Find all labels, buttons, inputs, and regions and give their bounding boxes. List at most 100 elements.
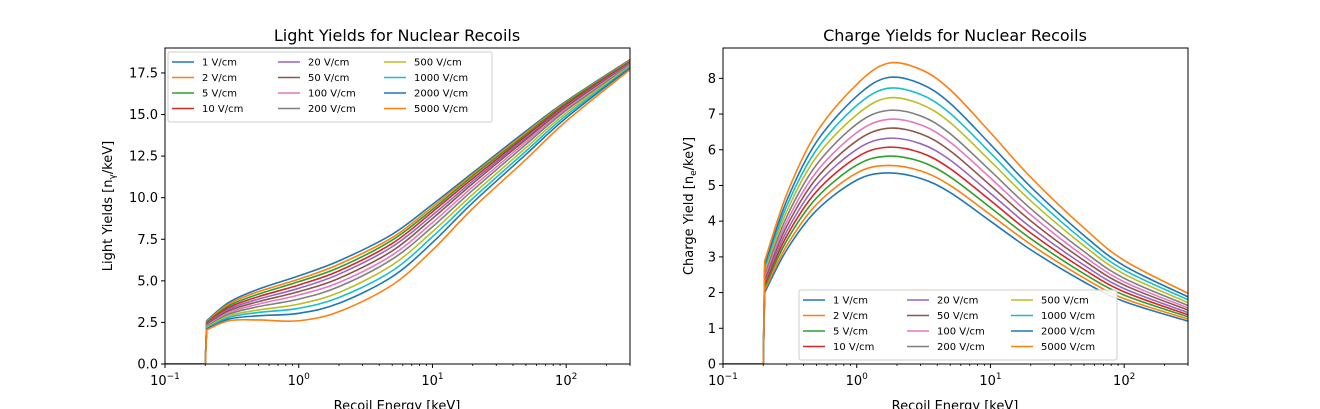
x-axis-label: Recoil Energy [keV] (334, 399, 461, 409)
legend-entry: 10 V/cm (172, 104, 243, 115)
x-tick-exponent: 0 (862, 372, 868, 382)
y-axis-label-main: Light Yields [n (101, 180, 116, 272)
x-axis-label: Recoil Energy [keV] (892, 399, 1019, 409)
series-line (165, 62, 630, 364)
x-tick-label: 10−1 (708, 372, 738, 389)
legend-entry: 20 V/cm (278, 58, 349, 69)
legend-entry: 1 V/cm (803, 296, 868, 307)
legend: 1 V/cm 2 V/cm 5 V/cm 10 V/cm 20 V/cm 50 V/cm 1… (798, 289, 1118, 361)
series-line (723, 96, 1188, 364)
legend-label: 10 V/cm (202, 104, 243, 115)
y-tick-label: 8 (708, 72, 716, 87)
legend-entry: 1 V/cm (172, 58, 237, 69)
series-line (723, 109, 1188, 364)
legend-entry: 200 V/cm (907, 342, 985, 353)
legend-label: 500 V/cm (414, 58, 462, 69)
y-axis-label: Light Yields [nγ/keV] (101, 141, 118, 272)
charge-yield-panel: Charge Yields for Nuclear Recoils 10−1 10… (682, 26, 1189, 409)
series-line (723, 146, 1188, 364)
series-line (723, 172, 1188, 364)
legend-label: 2 V/cm (202, 73, 237, 84)
x-tick-base: 10 (421, 374, 438, 389)
y-tick-label: 6 (708, 143, 716, 158)
legend-entry: 2000 V/cm (1011, 327, 1095, 338)
y-axis-label-tail: /keV] (682, 137, 697, 170)
series-line (165, 68, 630, 364)
x-tick-label: 100 (288, 372, 311, 389)
y-tick-label: 7 (708, 108, 716, 123)
axes-frame (164, 47, 631, 365)
legend-label: 100 V/cm (937, 327, 985, 338)
series-line (165, 66, 630, 364)
y-tick-label: 2 (708, 286, 716, 301)
x-tick-base: 10 (555, 374, 572, 389)
x-tick-exponent: −1 (167, 372, 180, 382)
legend-label: 50 V/cm (308, 73, 349, 84)
y-axis-label-sub: γ (108, 174, 118, 180)
legend-entry: 1000 V/cm (384, 73, 468, 84)
x-tick-base: 10 (708, 374, 725, 389)
legend-label: 5000 V/cm (1041, 342, 1095, 353)
x-tick-label: 101 (421, 372, 443, 389)
legend-entry: 50 V/cm (278, 73, 349, 84)
legend-entry: 5 V/cm (172, 89, 237, 100)
legend-entry: 50 V/cm (907, 311, 978, 322)
legend-label: 1 V/cm (833, 296, 868, 307)
series-line (165, 65, 630, 364)
series-line (723, 118, 1188, 364)
x-tick-exponent: 1 (996, 372, 1002, 382)
legend-entry: 10 V/cm (803, 342, 874, 353)
x-tick-exponent: −1 (725, 372, 738, 382)
series-line (165, 64, 630, 364)
legend-label: 50 V/cm (937, 311, 978, 322)
series-line (165, 58, 630, 364)
x-tick-label: 102 (1113, 372, 1135, 389)
x-tick-exponent: 2 (1130, 372, 1136, 382)
legend-entry: 20 V/cm (907, 296, 978, 307)
legend-entry: 5000 V/cm (384, 104, 468, 115)
legend-entry: 100 V/cm (278, 89, 356, 100)
y-axis-label-tail: /keV] (101, 141, 116, 174)
legend-entry: 2000 V/cm (384, 89, 468, 100)
series-lines (723, 61, 1188, 364)
x-tick-label: 100 (846, 372, 869, 389)
y-tick-label: 5.0 (137, 274, 158, 289)
x-tick-base: 10 (150, 374, 167, 389)
chart-title: Charge Yields for Nuclear Recoils (823, 26, 1087, 45)
legend-label: 200 V/cm (308, 104, 356, 115)
x-ticks: 10−1 100 101 102 (150, 364, 631, 389)
series-line (723, 127, 1188, 364)
x-tick-exponent: 0 (304, 372, 310, 382)
y-ticks: 0.0 2.5 5.0 7.5 10.0 12.5 15.0 17.5 (129, 66, 165, 373)
chart-title: Light Yields for Nuclear Recoils (274, 26, 520, 45)
y-tick-label: 0 (708, 358, 716, 373)
x-tick-exponent: 1 (438, 372, 444, 382)
legend-box (798, 289, 1118, 361)
series-line (723, 137, 1188, 364)
series-line (165, 67, 630, 364)
legend-label: 500 V/cm (1041, 296, 1089, 307)
legend-label: 20 V/cm (937, 296, 978, 307)
legend-entry: 2 V/cm (803, 311, 868, 322)
y-tick-label: 10.0 (129, 191, 158, 206)
x-tick-label: 10−1 (150, 372, 180, 389)
y-tick-label: 1 (708, 322, 716, 337)
y-tick-label: 17.5 (129, 66, 158, 81)
y-ticks: 0 1 2 3 4 5 6 7 8 (708, 72, 723, 373)
series-lines (165, 58, 630, 364)
series-line (165, 61, 630, 364)
series-line (723, 155, 1188, 364)
x-tick-exponent: 2 (572, 372, 578, 382)
y-tick-label: 15.0 (129, 108, 158, 123)
series-line (723, 164, 1188, 364)
y-axis-label: Charge Yield [ne/keV] (682, 137, 699, 275)
legend-entry: 5000 V/cm (1011, 342, 1095, 353)
legend-entry: 1000 V/cm (1011, 311, 1095, 322)
legend-entry: 2 V/cm (172, 73, 237, 84)
y-tick-label: 7.5 (137, 233, 158, 248)
legend-label: 20 V/cm (308, 58, 349, 69)
series-line (723, 87, 1188, 364)
legend-label: 5 V/cm (833, 327, 868, 338)
y-tick-label: 4 (708, 215, 716, 230)
